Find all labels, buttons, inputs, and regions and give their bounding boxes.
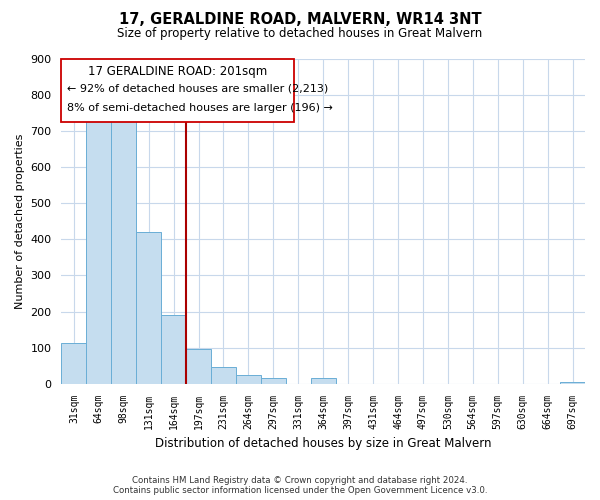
Bar [211,366,236,384]
Bar [136,232,161,384]
Bar [111,113,136,384]
Bar [311,378,335,384]
Y-axis label: Number of detached properties: Number of detached properties [15,134,25,309]
Bar [86,113,111,384]
Text: 17, GERALDINE ROAD, MALVERN, WR14 3NT: 17, GERALDINE ROAD, MALVERN, WR14 3NT [119,12,481,28]
Bar [261,378,286,384]
Text: 17 GERALDINE ROAD: 201sqm: 17 GERALDINE ROAD: 201sqm [88,65,268,78]
Bar [186,350,211,384]
Bar [236,376,261,384]
Bar [560,382,585,384]
X-axis label: Distribution of detached houses by size in Great Malvern: Distribution of detached houses by size … [155,437,491,450]
Text: Contains HM Land Registry data © Crown copyright and database right 2024.
Contai: Contains HM Land Registry data © Crown c… [113,476,487,495]
Bar [161,315,186,384]
Text: Size of property relative to detached houses in Great Malvern: Size of property relative to detached ho… [118,28,482,40]
Text: 8% of semi-detached houses are larger (196) →: 8% of semi-detached houses are larger (1… [67,103,332,113]
Text: ← 92% of detached houses are smaller (2,213): ← 92% of detached houses are smaller (2,… [67,84,328,94]
FancyBboxPatch shape [61,59,295,122]
Bar [61,343,86,384]
